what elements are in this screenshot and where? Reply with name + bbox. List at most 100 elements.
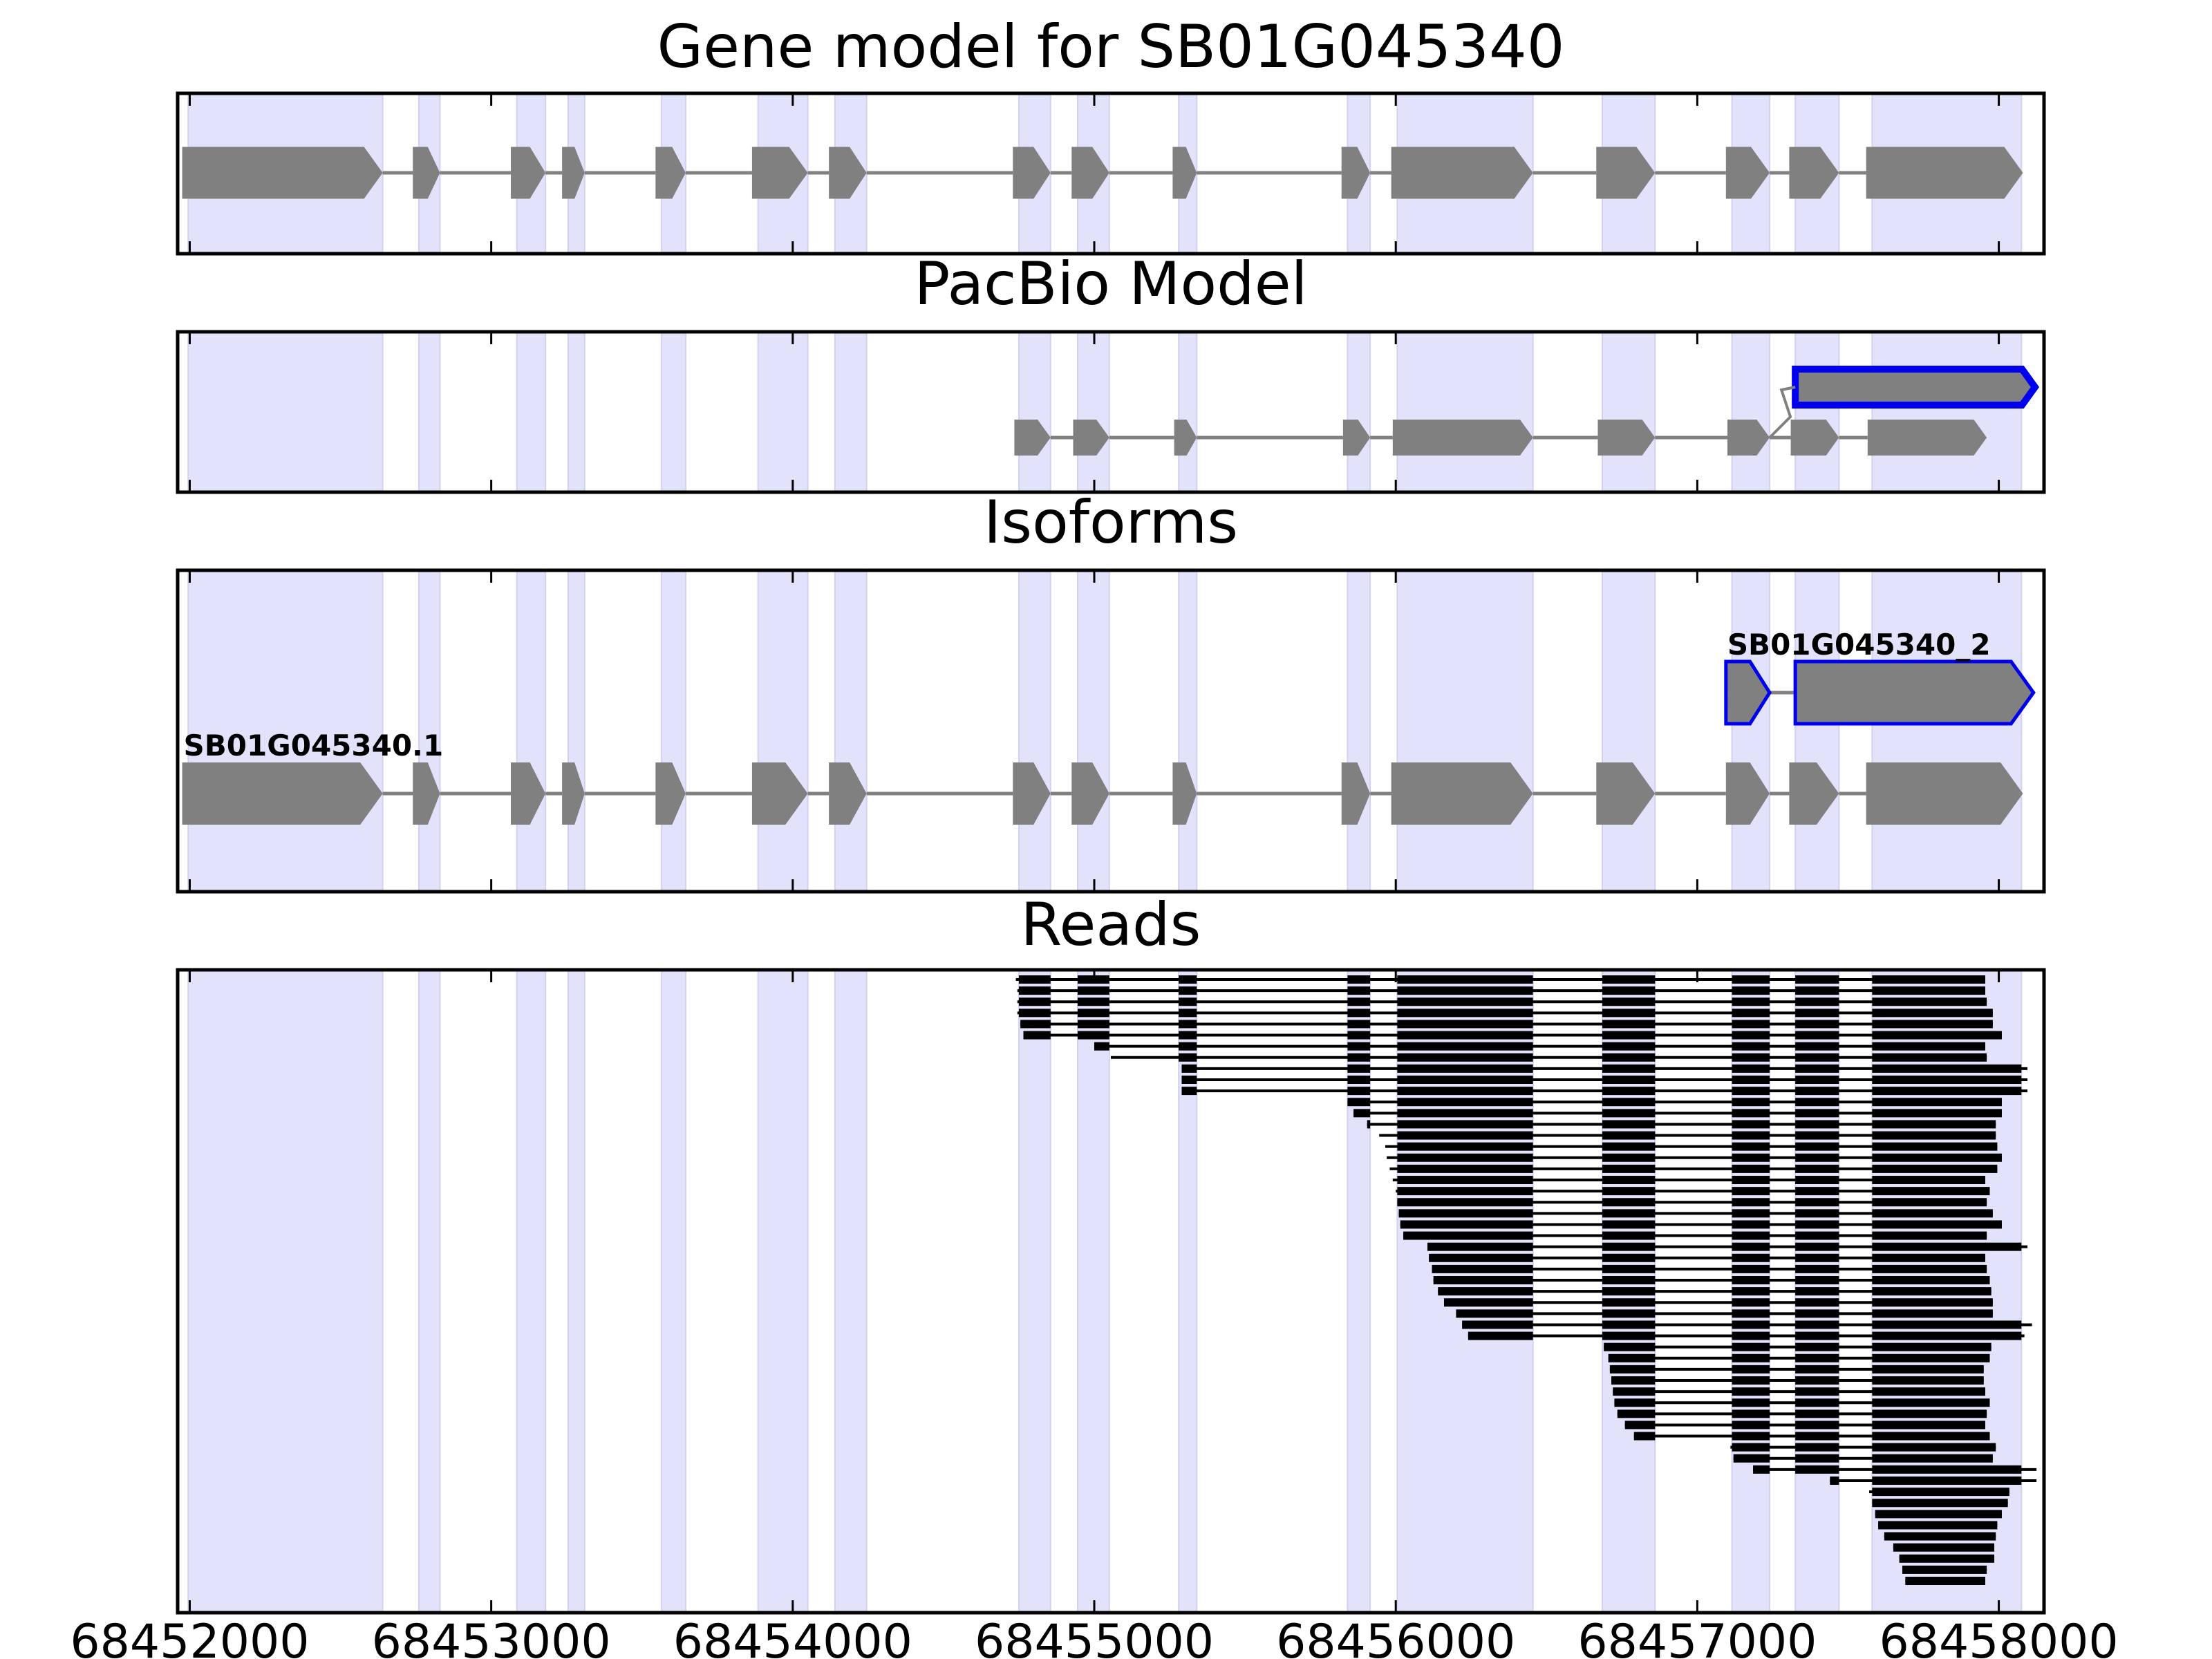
read-block <box>1872 1120 1996 1129</box>
read-row <box>1733 1454 1993 1463</box>
read-block <box>1604 1342 1656 1351</box>
read-block <box>1732 1164 1770 1173</box>
read-block <box>1795 1120 1839 1129</box>
exon-highlight-band <box>757 570 809 892</box>
exon-highlight-band <box>567 570 585 892</box>
read-block <box>1795 1264 1839 1273</box>
read-block <box>1602 1220 1656 1229</box>
read-block <box>1397 1053 1533 1062</box>
exon <box>1013 762 1051 825</box>
read-row <box>1385 1142 1998 1151</box>
read-block <box>1613 1387 1656 1396</box>
read-block <box>1872 1376 1984 1385</box>
read-block <box>1732 986 1770 995</box>
read-row <box>1830 1477 2037 1485</box>
read-block <box>1602 1320 1656 1329</box>
read-block <box>1732 1253 1770 1262</box>
panel-title: Isoforms <box>984 488 1238 557</box>
read-block <box>1018 986 1051 995</box>
read-block <box>1602 1109 1656 1118</box>
read-block <box>1872 986 1985 995</box>
read-block <box>1732 1342 1770 1351</box>
x-tick-label: 68455000 <box>975 1615 1214 1659</box>
read-block <box>1732 1198 1770 1207</box>
read-block <box>1732 1432 1770 1441</box>
exon <box>1727 420 1770 456</box>
read-block <box>1432 1264 1533 1273</box>
exon-highlight-band <box>418 331 441 493</box>
read-block <box>1094 1042 1109 1051</box>
read-block <box>1732 1309 1770 1318</box>
read-block <box>1433 1276 1533 1284</box>
read-block <box>1872 1253 1985 1262</box>
read-block <box>1397 1120 1533 1129</box>
exon-highlight-band <box>516 570 547 892</box>
exon-highlight-band <box>1018 969 1051 1613</box>
read-row <box>1347 1098 2002 1107</box>
read-block <box>1397 975 1533 984</box>
exon <box>1071 762 1109 825</box>
read-block <box>1602 1264 1656 1273</box>
read-block <box>1602 1098 1656 1107</box>
read-block <box>1602 1053 1656 1062</box>
read-block <box>1732 1120 1770 1129</box>
exon-highlight-band <box>1871 570 2023 892</box>
read-row <box>1397 1198 1987 1207</box>
read-block <box>1443 1298 1533 1307</box>
exon <box>182 147 383 199</box>
read-block <box>1602 1287 1656 1296</box>
read-row <box>1017 997 1987 1006</box>
read-block <box>1732 1131 1770 1140</box>
read-row <box>1899 1554 1995 1563</box>
read-block <box>1438 1287 1533 1296</box>
read-block <box>1179 1042 1197 1051</box>
read-block <box>1872 1353 1990 1362</box>
read-block <box>1795 1353 1839 1362</box>
exon-highlight-band <box>567 331 585 493</box>
read-block <box>1872 1421 1985 1430</box>
exon <box>1789 762 1839 825</box>
panel-frame <box>176 330 2046 494</box>
read-block <box>1872 1309 1993 1318</box>
read-block <box>1602 1031 1656 1040</box>
exon-highlight-band <box>187 570 384 892</box>
transcript-connector-line <box>1768 386 1796 439</box>
exon-highlight-band <box>757 331 809 493</box>
exon <box>1174 420 1197 456</box>
read-block <box>1732 1220 1770 1229</box>
read-block <box>1872 1198 1987 1207</box>
read-block <box>1872 1342 1991 1351</box>
read-block <box>1732 1231 1770 1240</box>
read-block <box>1179 1020 1197 1029</box>
read-row <box>1389 1164 1998 1173</box>
read-block <box>1795 1109 1839 1118</box>
read-block <box>1611 1376 1656 1385</box>
exon <box>1866 147 2023 199</box>
read-block <box>1872 1076 2022 1084</box>
exon <box>1172 147 1197 199</box>
read-row <box>1893 1543 1995 1552</box>
exon-highlight-band <box>834 969 868 1613</box>
read-block <box>1795 1153 1839 1162</box>
read-row <box>1614 1398 1990 1407</box>
exon <box>1725 762 1770 825</box>
read-row <box>1875 1510 2002 1519</box>
read-row <box>1398 1209 1993 1218</box>
x-axis-tick-labels: 68452000 68453000 68454000 68455000 68456000… <box>70 1615 2118 1659</box>
exon-highlight-band <box>1601 331 1656 493</box>
read-block <box>1872 1176 1985 1184</box>
read-block <box>1905 1577 1985 1585</box>
exon <box>1789 147 1839 199</box>
read-block <box>1872 1131 1996 1140</box>
read-block <box>1078 1020 1109 1029</box>
exon <box>655 147 686 199</box>
read-block <box>1347 1098 1371 1107</box>
read-row <box>1353 1109 2002 1118</box>
read-row <box>1753 1465 2037 1474</box>
read-block <box>1397 1087 1533 1096</box>
exon <box>1867 420 1987 456</box>
read-row <box>1432 1264 1987 1273</box>
read-block <box>1795 1131 1839 1140</box>
read-block <box>1397 1176 1533 1184</box>
exon-highlight-band <box>1871 331 2023 493</box>
